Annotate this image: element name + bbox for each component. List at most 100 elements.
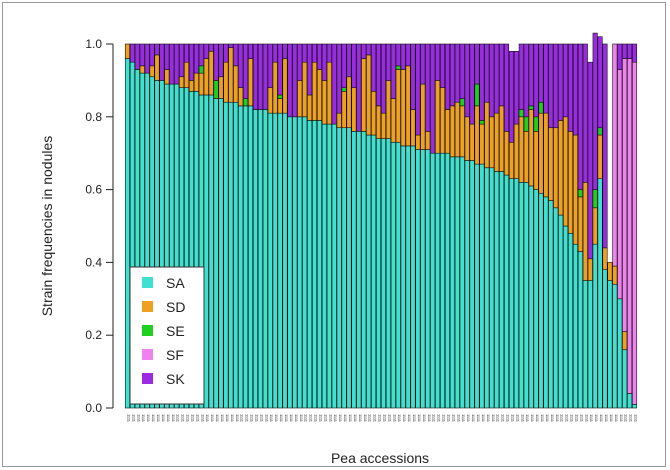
bar-segment-sa-26	[248, 105, 254, 409]
x-tick-label-76: 1111	[496, 414, 501, 423]
bar-segment-sk-63	[430, 43, 436, 154]
legend-swatch-sa	[142, 277, 153, 288]
x-tick-label-62: 1111	[427, 414, 432, 423]
bar-segment-se-16	[198, 65, 204, 74]
bar-segment-sa-74	[484, 167, 490, 409]
bar-segment-sa-64	[435, 152, 441, 409]
bar-segment-sd-90	[563, 116, 569, 227]
bar-segment-sk-78	[504, 43, 510, 132]
x-tick-label-55: 1111	[392, 414, 397, 423]
x-tick-label-15: 1111	[195, 414, 200, 423]
bar-segment-sa-90	[563, 225, 569, 409]
legend: SA SD SE SF SK	[129, 266, 205, 405]
bar-segment-se-73	[479, 120, 485, 125]
bar-segment-sa-70	[464, 160, 470, 409]
bar-segment-sk-15	[193, 43, 199, 74]
bar-segment-sa-72	[474, 163, 480, 409]
x-tick-label-44: 1111	[338, 414, 343, 423]
bar-segment-sa-56	[395, 141, 401, 409]
bar-segment-sa-31	[272, 112, 278, 409]
bar-segment-sd-88	[553, 127, 559, 209]
x-tick-label-10: 1111	[171, 414, 176, 423]
x-tick-label-70: 1111	[466, 414, 471, 423]
bar-segment-sk-49	[361, 43, 367, 59]
x-tick-label-75: 1111	[491, 414, 496, 423]
x-tick-label-33: 1111	[284, 414, 289, 423]
bar-segment-sk-55	[390, 43, 396, 99]
legend-swatch-sf	[142, 349, 153, 360]
x-tick-label-47: 1111	[353, 414, 358, 423]
bar-segment-sd-61	[420, 83, 426, 150]
bar-segment-sk-75	[489, 43, 495, 118]
bar-segment-sf-102	[622, 58, 628, 332]
bar-segment-sd-99	[607, 262, 613, 281]
bar-segment-sd-62	[425, 131, 431, 150]
bar-segment-sa-54	[385, 138, 391, 409]
bar-segment-sk-37	[302, 43, 308, 63]
bar-segment-sa-42	[326, 123, 332, 409]
bar-segment-sa-83	[528, 185, 534, 409]
bar-segment-sd-65	[440, 87, 446, 154]
x-tick-label-60: 1111	[417, 414, 422, 423]
bar-segment-sk-70	[464, 43, 470, 118]
bar-segment-sd-54	[385, 80, 391, 139]
x-tick-label-52: 1111	[378, 414, 383, 423]
bar-segment-sa-30	[267, 112, 273, 409]
bar-segment-sd-1	[124, 43, 130, 59]
bar-segment-sf-103	[627, 58, 633, 394]
x-tick-label-65: 1111	[442, 414, 447, 423]
x-tick-label-69: 1111	[461, 414, 466, 423]
bar-segment-sk-26	[248, 43, 254, 59]
x-tick-label-37: 1111	[304, 414, 309, 423]
bar-segment-se-45	[341, 87, 347, 92]
bar-segment-sd-66	[444, 109, 450, 154]
bar-segment-sk-96	[592, 32, 598, 190]
bar-segment-sa-62	[425, 149, 431, 409]
bar-segment-sa-66	[444, 152, 450, 409]
bar-segment-sa-75	[489, 167, 495, 409]
bar-segment-sd-7	[154, 54, 160, 81]
bar-segment-sd-71	[469, 123, 475, 161]
bar-segment-sd-23	[233, 65, 239, 103]
bar-segment-sd-58	[405, 65, 411, 147]
x-tick-label-90: 1111	[565, 414, 570, 423]
bar-segment-sd-78	[504, 131, 510, 176]
bar-segment-sa-45	[341, 127, 347, 409]
x-tick-label-5: 1111	[146, 414, 151, 423]
bar-segment-sa-61	[420, 149, 426, 409]
bar-segment-sk-58	[405, 43, 411, 67]
x-tick-label-41: 1111	[323, 414, 328, 423]
x-tick-label-34: 1111	[289, 414, 294, 423]
bar-segment-sk-88	[553, 43, 559, 129]
bar-segment-sd-55	[390, 98, 396, 143]
x-tick-label-66: 1111	[446, 414, 451, 423]
bar-segment-sa-51	[371, 134, 377, 409]
bar-segment-sd-50	[366, 54, 372, 136]
x-tick-label-82: 1111	[525, 414, 530, 423]
bar-segment-sk-98	[602, 43, 608, 249]
bar-segment-sa-53	[380, 138, 386, 409]
bar-segment-sa-20	[218, 98, 224, 409]
bar-segment-sa-82	[523, 182, 529, 409]
bar-segment-sk-90	[563, 43, 569, 118]
bar-segment-sd-69	[459, 105, 465, 158]
bar-segment-sa-100	[612, 283, 618, 409]
x-tick-label-27: 1111	[254, 414, 259, 423]
x-tick-label-39: 1111	[314, 414, 319, 423]
bar-segment-sd-100	[612, 265, 618, 285]
x-tick-label-9: 1111	[166, 414, 171, 423]
bar-segment-sd-56	[395, 69, 401, 143]
bar-segment-sd-52	[376, 105, 382, 139]
bar-segment-sa-78	[504, 174, 510, 409]
bar-segment-sa-48	[356, 131, 362, 409]
x-tick-label-57: 1111	[402, 414, 407, 423]
bar-segment-sa-103	[627, 393, 633, 409]
bar-segment-sd-46	[346, 76, 352, 129]
bar-segment-sk-44	[336, 43, 342, 114]
x-tick-label-50: 1111	[368, 414, 373, 423]
bar-segment-sd-30	[267, 87, 273, 114]
bar-segment-sk-25	[243, 43, 249, 99]
x-tick-label-104: 1111	[634, 414, 639, 423]
bar-segment-sk-16	[198, 43, 204, 67]
